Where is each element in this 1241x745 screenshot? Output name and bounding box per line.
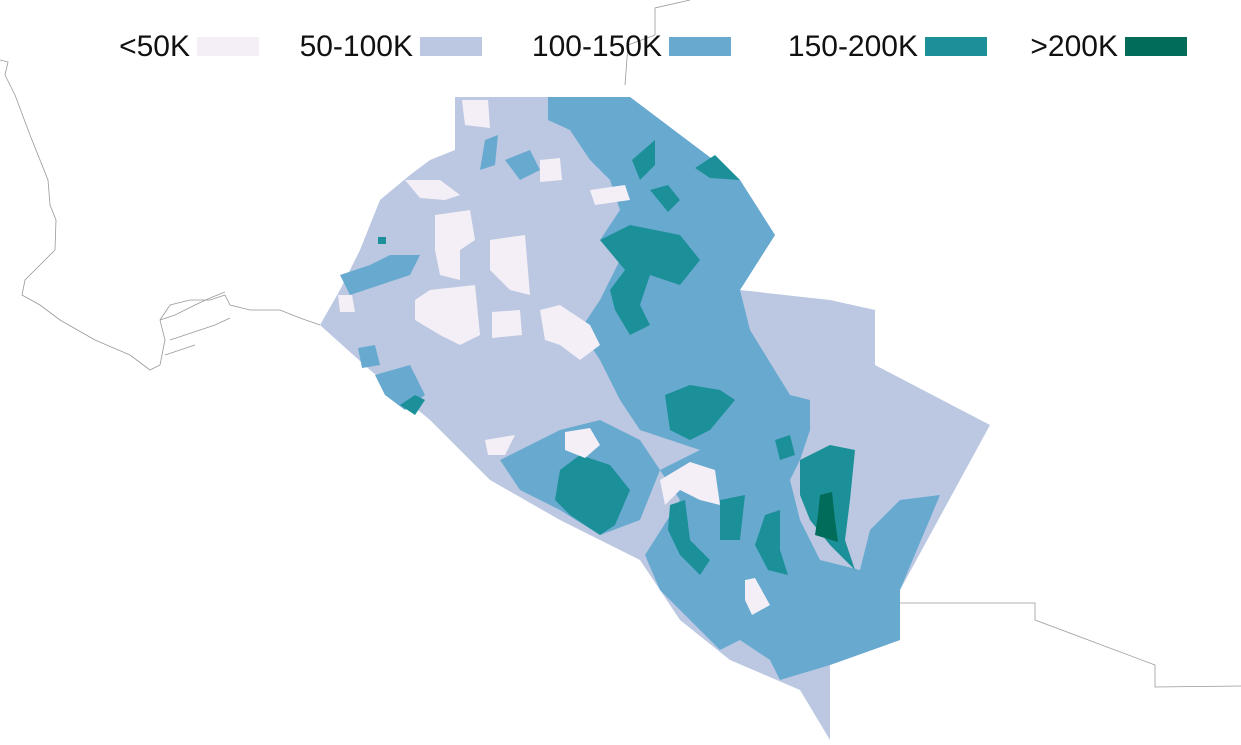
legend-label: <50K (119, 30, 190, 63)
legend-label: 50-100K (300, 30, 413, 63)
region (540, 305, 600, 360)
region (492, 310, 522, 338)
region (632, 140, 655, 180)
region (660, 462, 720, 505)
region (720, 495, 745, 540)
region (338, 295, 355, 312)
legend-label: 100-150K (532, 30, 662, 63)
region (400, 395, 425, 415)
region (490, 235, 530, 295)
county-border (624, 0, 691, 86)
legend-swatch (197, 37, 259, 56)
region (358, 345, 380, 368)
region (668, 500, 710, 575)
region (590, 185, 630, 205)
region (555, 455, 630, 535)
region (565, 428, 600, 458)
port (159, 291, 231, 356)
region (755, 510, 788, 575)
region (600, 225, 700, 335)
region (505, 150, 540, 180)
region (405, 180, 460, 200)
legend: <50K 50-100K 100-150K 150-200K >200K (119, 30, 1187, 63)
region (650, 185, 680, 212)
region (540, 158, 562, 182)
coastline (0, 59, 321, 371)
region (435, 210, 475, 280)
region (695, 155, 740, 180)
legend-label: >200K (1030, 30, 1118, 63)
legend-label: 150-200K (788, 30, 918, 63)
region (745, 578, 770, 615)
region (340, 255, 420, 295)
region (480, 135, 498, 170)
region (378, 237, 386, 244)
legend-swatch (420, 37, 482, 56)
region (415, 285, 480, 345)
region (462, 100, 490, 128)
region (815, 492, 838, 542)
legend-swatch (669, 37, 731, 56)
region (775, 435, 795, 460)
region (665, 385, 735, 440)
legend-swatch (1125, 37, 1187, 56)
regions (320, 97, 990, 740)
county-border (900, 602, 1241, 688)
legend-swatch (925, 37, 987, 56)
region (485, 435, 515, 455)
